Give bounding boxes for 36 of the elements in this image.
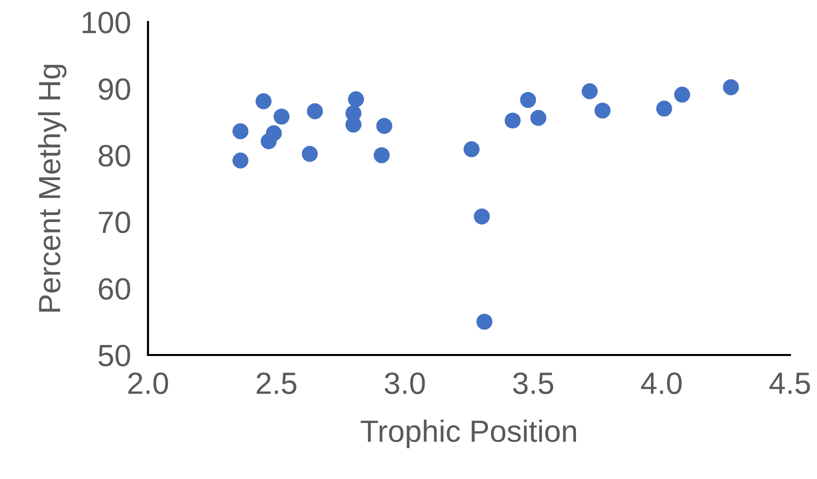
- point: [348, 91, 364, 108]
- y-tick-label: 60: [98, 278, 130, 300]
- y-axis-title: Percent Methyl Hg: [38, 64, 66, 312]
- point: [582, 83, 598, 100]
- x-tick-label: 3.5: [513, 372, 554, 394]
- point: [256, 93, 272, 110]
- x-tick-label: 4.5: [769, 372, 810, 394]
- point: [464, 141, 480, 158]
- point: [302, 146, 318, 162]
- point: [722, 79, 739, 96]
- point: [374, 147, 390, 164]
- point: [260, 133, 277, 150]
- point: [376, 118, 392, 134]
- point: [274, 108, 290, 125]
- point: [476, 314, 492, 330]
- point: [520, 92, 536, 108]
- point: [345, 116, 362, 133]
- x-tick-label: 4.0: [641, 372, 682, 394]
- point: [594, 102, 611, 119]
- y-tick-label: 80: [98, 144, 130, 167]
- point: [674, 86, 690, 103]
- y-tick-label: 50: [98, 344, 130, 366]
- point: [232, 152, 248, 169]
- y-tick-label: 90: [98, 78, 130, 100]
- x-tick-label: 3.0: [384, 372, 425, 394]
- point: [504, 112, 521, 129]
- x-tick-label: 2.0: [128, 372, 168, 394]
- y-tick-label: 70: [98, 212, 130, 234]
- point: [232, 123, 248, 140]
- point: [474, 208, 490, 224]
- x-tick-label: 2.5: [256, 372, 296, 394]
- point: [530, 110, 546, 126]
- x-axis-title: Trophic Position: [360, 420, 576, 448]
- y-tick-label: 100: [82, 12, 130, 34]
- point: [656, 100, 672, 117]
- point: [306, 103, 323, 120]
